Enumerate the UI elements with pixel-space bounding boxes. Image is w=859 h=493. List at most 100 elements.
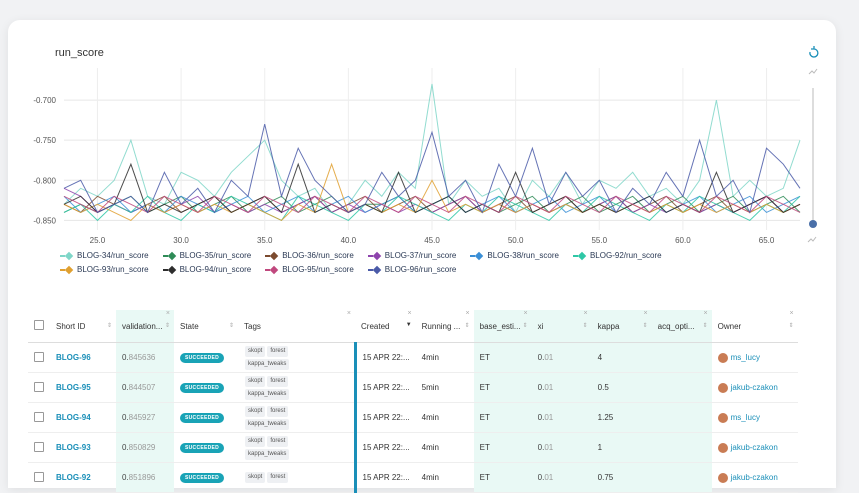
column-header-acq-optimizer[interactable]: acq_opti... × ⇕ bbox=[651, 310, 712, 343]
tag-chip[interactable]: skopt bbox=[245, 435, 266, 447]
row-checkbox[interactable] bbox=[34, 411, 44, 422]
column-header-validation[interactable]: validation... × ⇕ bbox=[116, 310, 174, 343]
select-all-checkbox[interactable] bbox=[34, 320, 44, 330]
owner-link[interactable]: ms_lucy bbox=[730, 412, 760, 422]
remove-column-icon[interactable]: × bbox=[407, 310, 412, 317]
tag-chip[interactable]: kappa_tweaks bbox=[245, 388, 290, 400]
remove-column-icon[interactable]: × bbox=[346, 310, 351, 317]
short-id-cell[interactable]: BLOG-96 bbox=[50, 342, 116, 373]
owner-cell[interactable]: jakub-czakon bbox=[711, 462, 798, 493]
row-select-cell[interactable] bbox=[28, 342, 50, 373]
column-header-created[interactable]: Created × ▼ bbox=[355, 310, 416, 343]
column-header-tags[interactable]: Tags × bbox=[238, 310, 355, 343]
row-select-cell[interactable] bbox=[28, 432, 50, 463]
run-id-link[interactable]: BLOG-94 bbox=[56, 413, 91, 422]
short-id-cell[interactable]: BLOG-94 bbox=[50, 402, 116, 433]
column-header-running-time[interactable]: Running ... × ⇕ bbox=[415, 310, 474, 343]
row-select-cell[interactable] bbox=[28, 402, 50, 433]
remove-column-icon[interactable]: × bbox=[523, 310, 528, 317]
series-line-blog-96[interactable] bbox=[63, 123, 801, 214]
smoothing-slider-handle[interactable] bbox=[809, 220, 817, 228]
tag-chip[interactable]: forest bbox=[267, 345, 289, 357]
reset-zoom-icon[interactable] bbox=[809, 46, 819, 58]
owner-link[interactable]: jakub-czakon bbox=[730, 442, 778, 452]
select-all-header[interactable] bbox=[28, 310, 50, 343]
sort-icon[interactable]: ⇕ bbox=[228, 323, 234, 329]
tag-chip[interactable]: kappa_tweaks bbox=[245, 418, 290, 430]
legend-item[interactable]: BLOG-94/run_score bbox=[162, 265, 251, 275]
column-header-base-estimator[interactable]: base_esti... × ⇕ bbox=[473, 310, 532, 343]
remove-column-icon[interactable]: × bbox=[703, 310, 708, 317]
raw-icon[interactable] bbox=[807, 236, 817, 243]
column-header-short-id[interactable]: Short ID ⇕ bbox=[50, 310, 116, 343]
remove-column-icon[interactable]: × bbox=[643, 310, 648, 317]
run-id-link[interactable]: BLOG-93 bbox=[56, 443, 91, 452]
running-time-value: 4min bbox=[421, 473, 439, 482]
sort-icon[interactable]: ⇕ bbox=[582, 323, 588, 329]
table-row[interactable]: BLOG-94 0.845927 SUCCEEDED skopt forest kappa… bbox=[28, 402, 798, 433]
run-score-chart[interactable]: -0.700 -0.750 -0.800 -0.850 25.0 30.0 35.0 40.0… bbox=[0, 0, 859, 250]
smoothing-icon[interactable] bbox=[808, 68, 818, 75]
legend-item[interactable]: BLOG-93/run_score bbox=[60, 265, 149, 275]
run-id-link[interactable]: BLOG-92 bbox=[56, 473, 91, 482]
legend-item[interactable]: BLOG-95/run_score bbox=[265, 265, 354, 275]
legend-item[interactable]: BLOG-37/run_score bbox=[367, 251, 456, 261]
legend-item[interactable]: BLOG-35/run_score bbox=[162, 251, 251, 261]
tag-chip[interactable]: skopt bbox=[245, 405, 266, 417]
owner-link[interactable]: jakub-czakon bbox=[730, 382, 778, 392]
short-id-cell[interactable]: BLOG-93 bbox=[50, 432, 116, 463]
short-id-cell[interactable]: BLOG-95 bbox=[50, 372, 116, 403]
owner-cell[interactable]: jakub-czakon bbox=[711, 372, 798, 403]
table-row[interactable]: BLOG-95 0.844507 SUCCEEDED skopt forest kappa… bbox=[28, 372, 798, 403]
legend-item[interactable]: BLOG-92/run_score bbox=[572, 251, 662, 261]
table-row[interactable]: BLOG-92 0.851896 SUCCEEDED skopt forest 15 AP… bbox=[28, 462, 798, 493]
column-header-owner[interactable]: Owner × ⇕ bbox=[711, 310, 798, 343]
series-line-blog-95[interactable] bbox=[63, 195, 801, 214]
row-select-cell[interactable] bbox=[28, 462, 50, 493]
row-checkbox[interactable] bbox=[34, 471, 44, 482]
row-checkbox[interactable] bbox=[34, 351, 44, 362]
row-checkbox[interactable] bbox=[34, 441, 44, 452]
sort-icon[interactable]: ⇕ bbox=[702, 323, 708, 329]
owner-link[interactable]: jakub-czakon bbox=[730, 472, 778, 482]
row-checkbox[interactable] bbox=[34, 381, 44, 392]
run-id-link[interactable]: BLOG-96 bbox=[56, 353, 91, 362]
remove-column-icon[interactable]: × bbox=[789, 310, 794, 317]
table-row[interactable]: BLOG-93 0.850829 SUCCEEDED skopt forest kappa… bbox=[28, 432, 798, 463]
validation-cell: 0.845636 bbox=[116, 342, 174, 373]
column-header-xi[interactable]: xi × ⇕ bbox=[531, 310, 592, 343]
owner-link[interactable]: ms_lucy bbox=[730, 352, 760, 362]
remove-column-icon[interactable]: × bbox=[465, 310, 470, 317]
column-header-kappa[interactable]: kappa × ⇕ bbox=[591, 310, 652, 343]
sort-icon[interactable]: ⇕ bbox=[642, 323, 648, 329]
tag-chip[interactable]: forest bbox=[267, 472, 289, 483]
legend-item[interactable]: BLOG-34/run_score bbox=[60, 251, 149, 261]
sort-icon[interactable]: ⇕ bbox=[106, 323, 112, 329]
sort-icon[interactable]: ⇕ bbox=[522, 323, 528, 329]
sort-icon[interactable]: ⇕ bbox=[788, 323, 794, 329]
tag-chip[interactable]: forest bbox=[267, 405, 289, 417]
tag-chip[interactable]: skopt bbox=[245, 472, 266, 483]
remove-column-icon[interactable]: × bbox=[583, 310, 588, 317]
short-id-cell[interactable]: BLOG-92 bbox=[50, 462, 116, 493]
legend-item[interactable]: BLOG-36/run_score bbox=[265, 251, 354, 261]
tag-chip[interactable]: forest bbox=[267, 375, 289, 387]
column-header-state[interactable]: State ⇕ bbox=[174, 310, 238, 343]
sort-icon[interactable]: ⇕ bbox=[164, 323, 170, 329]
owner-cell[interactable]: ms_lucy bbox=[711, 342, 798, 373]
sort-icon[interactable]: ⇕ bbox=[464, 323, 470, 329]
tag-chip[interactable]: kappa_tweaks bbox=[245, 358, 290, 370]
tag-chip[interactable]: skopt bbox=[245, 375, 266, 387]
run-id-link[interactable]: BLOG-95 bbox=[56, 383, 91, 392]
row-select-cell[interactable] bbox=[28, 372, 50, 403]
sort-desc-icon[interactable]: ▼ bbox=[405, 322, 412, 328]
tag-chip[interactable]: forest bbox=[267, 435, 289, 447]
tag-chip[interactable]: kappa_tweaks bbox=[245, 448, 290, 460]
owner-cell[interactable]: ms_lucy bbox=[711, 402, 798, 433]
tag-chip[interactable]: skopt bbox=[245, 345, 266, 357]
legend-item[interactable]: BLOG-96/run_score bbox=[367, 265, 456, 275]
legend-item[interactable]: BLOG-38/run_score bbox=[470, 251, 559, 261]
table-row[interactable]: BLOG-96 0.845636 SUCCEEDED skopt forest kappa… bbox=[28, 342, 798, 373]
owner-cell[interactable]: jakub-czakon bbox=[711, 432, 798, 463]
remove-column-icon[interactable]: × bbox=[165, 310, 170, 317]
